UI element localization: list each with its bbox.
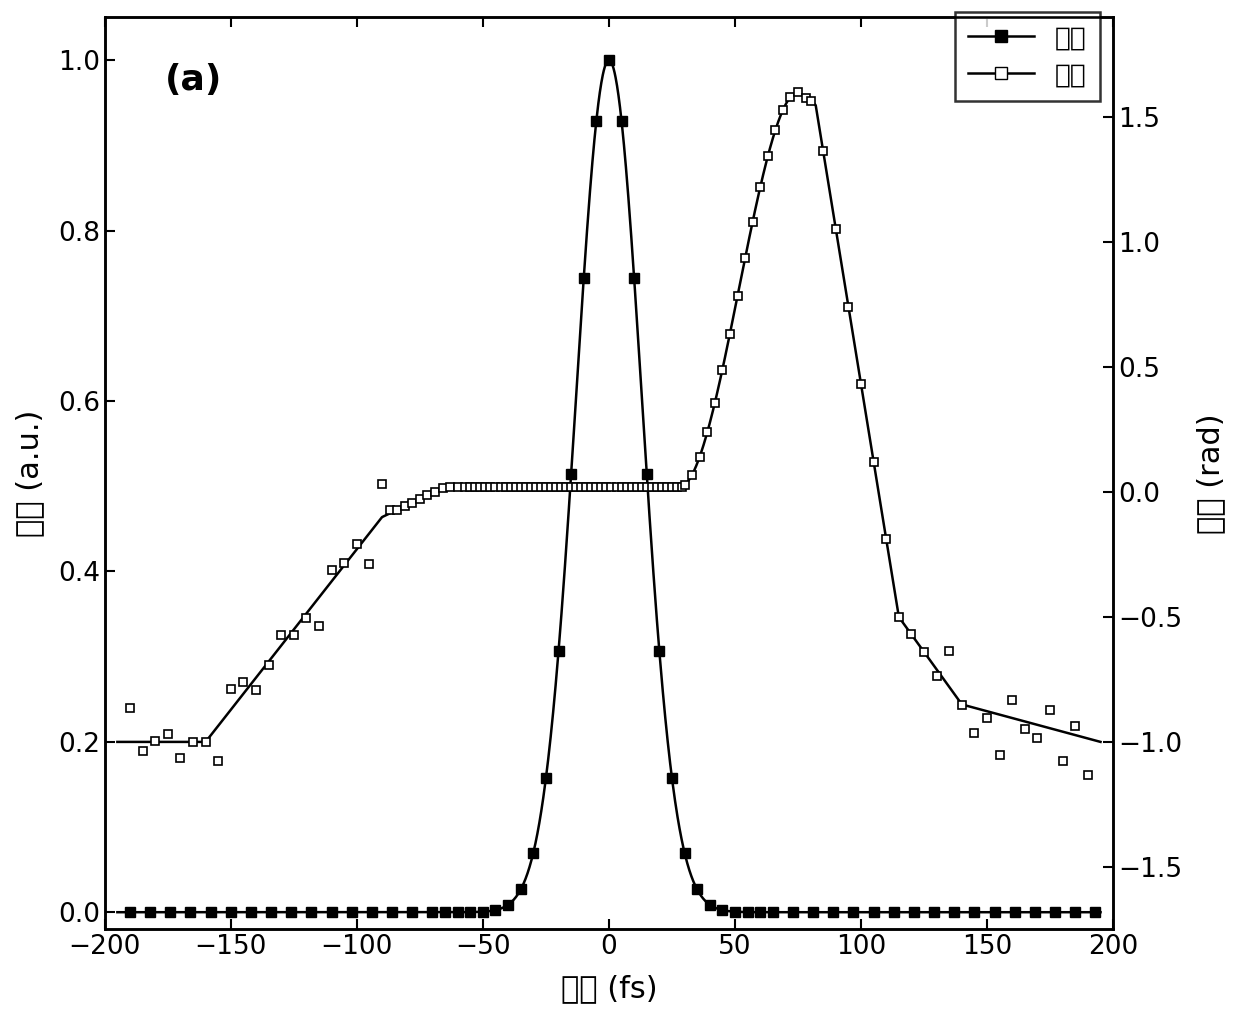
X-axis label: 延迟 (fs): 延迟 (fs) [560,974,657,1003]
Y-axis label: 相位 (rad): 相位 (rad) [1197,413,1225,533]
Legend: 强度, 相位: 强度, 相位 [955,12,1100,102]
Y-axis label: 强度 (a.u.): 强度 (a.u.) [15,409,43,538]
Text: (a): (a) [165,63,223,97]
